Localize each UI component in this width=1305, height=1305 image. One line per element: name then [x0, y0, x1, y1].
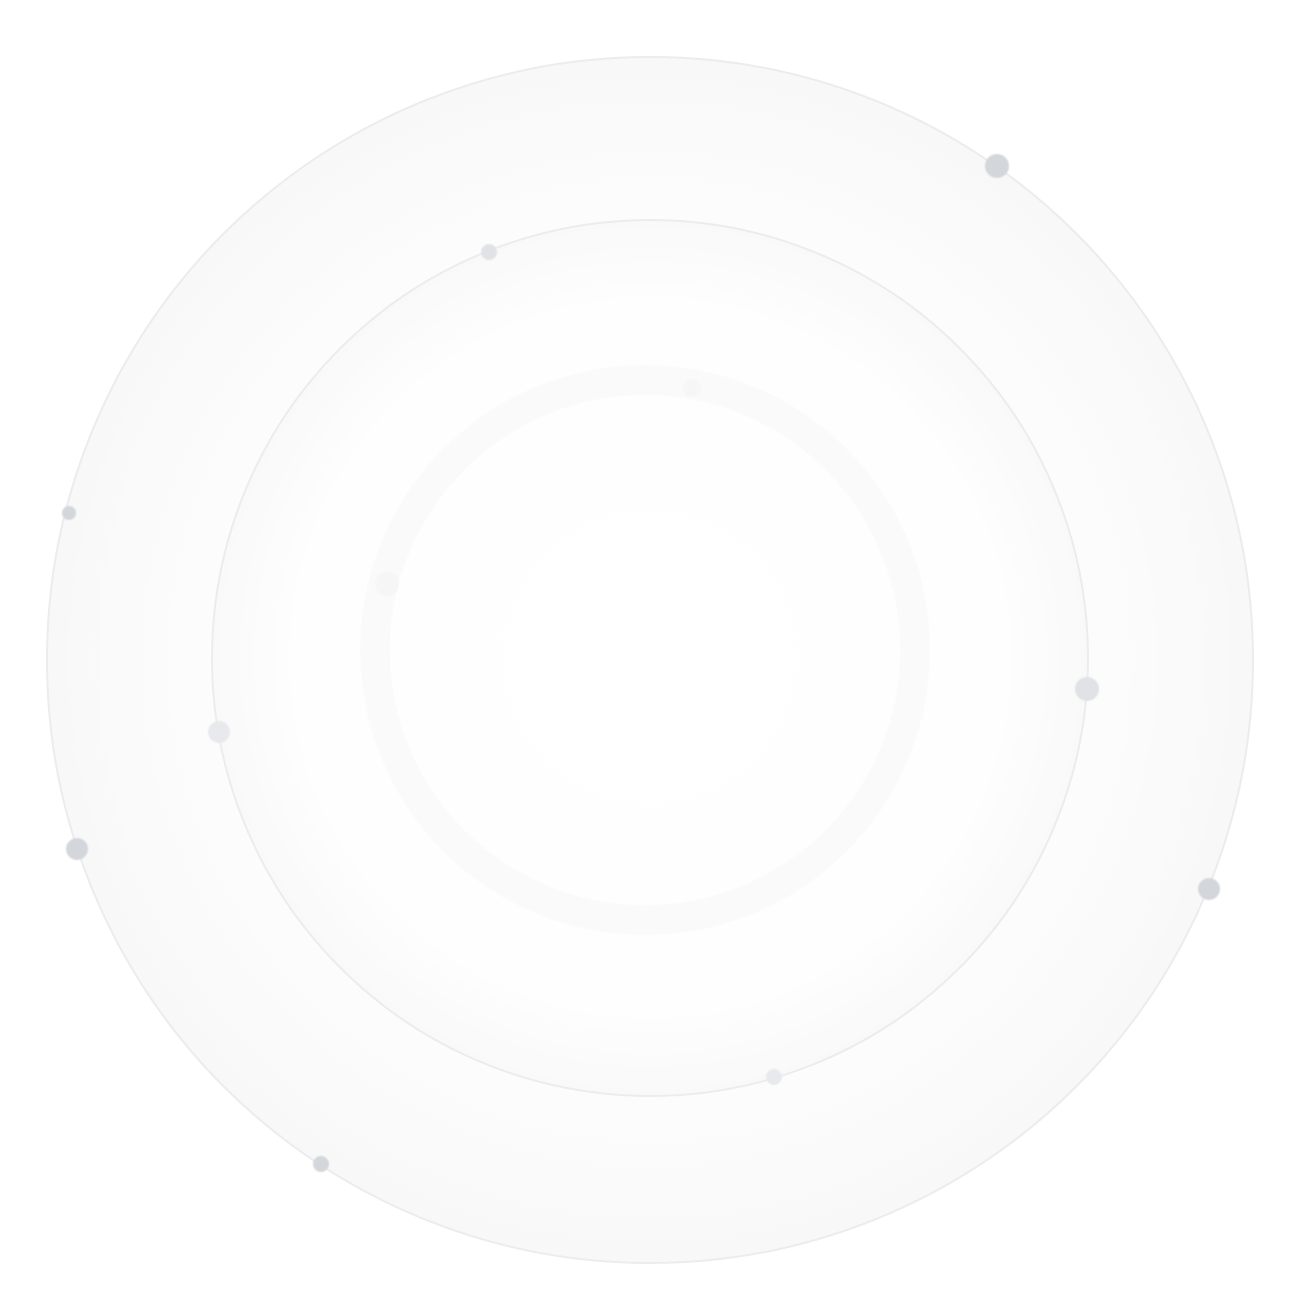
orbit-dot: [985, 154, 1009, 178]
orbit-dot: [66, 838, 88, 860]
middle-ring: [211, 219, 1089, 1097]
orbit-dot: [62, 506, 76, 520]
inner-ring: [360, 365, 930, 935]
orbit-dot: [208, 721, 230, 743]
orbit-dot: [481, 244, 497, 260]
orbit-dot: [1198, 878, 1220, 900]
orbit-dot: [766, 1069, 782, 1085]
orbit-dot: [683, 379, 701, 397]
orbit-dot: [375, 572, 399, 596]
orbit-dot: [313, 1156, 329, 1172]
orbit-dot: [1075, 677, 1099, 701]
